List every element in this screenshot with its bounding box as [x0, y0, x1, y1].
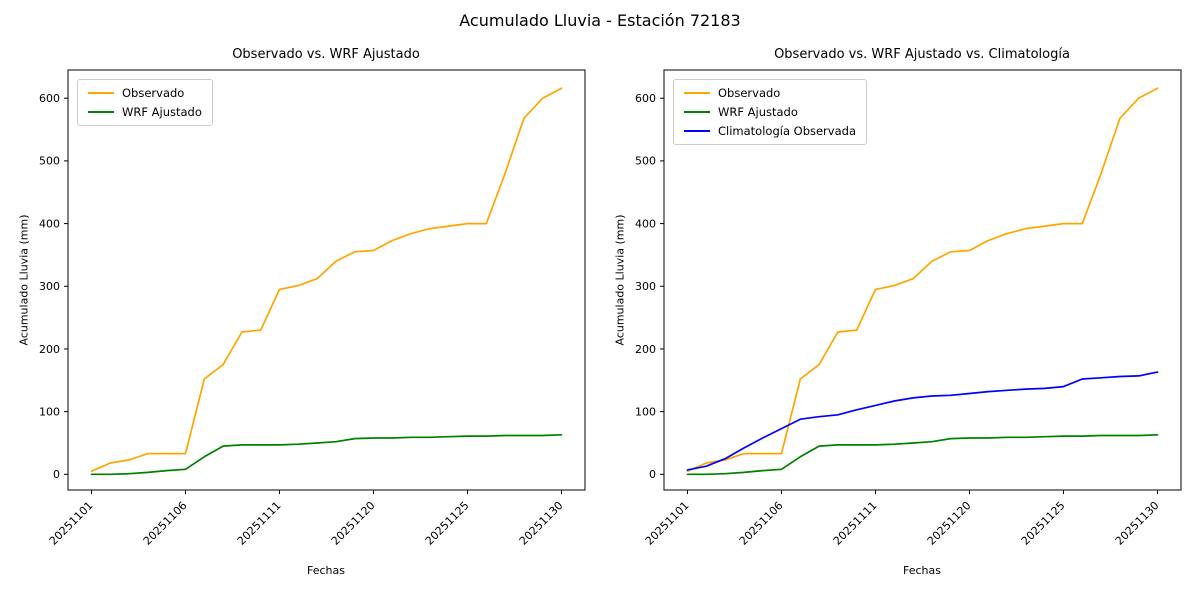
y-tick-label: 0 [649, 468, 656, 481]
series-line-wrf-ajustado [686, 433, 1159, 476]
plot-border [663, 69, 1182, 491]
y-tick-label: 300 [635, 280, 656, 293]
legend-item-wrf-ajustado: WRF Ajustado [684, 105, 856, 119]
x-tick-label: 20251125 [1019, 499, 1068, 548]
series-line-climatolog-a-observada [686, 371, 1159, 471]
y-tick-label: 600 [635, 92, 656, 105]
legend-item-observado: Observado [684, 86, 856, 100]
series-line-wrf-ajustado [90, 433, 563, 476]
series-line-observado [90, 87, 563, 473]
left-x-axis-label: Fechas [307, 564, 345, 577]
y-tick-label: 400 [39, 217, 60, 230]
x-tick-label: 20251111 [235, 499, 284, 548]
x-tick-label: 20251120 [925, 499, 974, 548]
legend-label: WRF Ajustado [718, 105, 798, 119]
y-tick-label: 300 [39, 280, 60, 293]
x-tick-label: 20251111 [831, 499, 880, 548]
legend-line-swatch-wrf-ajustado [684, 111, 710, 113]
y-tick-label: 500 [39, 155, 60, 168]
y-tick-label: 100 [39, 405, 60, 418]
x-tick-label: 20251120 [329, 499, 378, 548]
legend-item-climatolog-a-observada: Climatología Observada [684, 124, 856, 138]
legend-label: Observado [122, 86, 185, 100]
legend-line-swatch-observado [684, 92, 710, 94]
left-legend: Observado WRF Ajustado [77, 79, 213, 126]
x-tick-label: 20251101 [47, 499, 96, 548]
x-tick-label: 20251106 [141, 499, 190, 548]
y-tick-label: 200 [39, 343, 60, 356]
series-line-observado [686, 87, 1159, 473]
left-chart-title: Observado vs. WRF Ajustado [232, 47, 420, 62]
plot-border [67, 69, 586, 491]
legend-label: Climatología Observada [718, 124, 856, 138]
y-tick-label: 400 [635, 217, 656, 230]
x-tick-label: 20251125 [423, 499, 472, 548]
legend-label: Observado [718, 86, 781, 100]
y-tick-label: 200 [635, 343, 656, 356]
figure-title: Acumulado Lluvia - Estación 72183 [459, 11, 741, 30]
legend-item-wrf-ajustado: WRF Ajustado [88, 105, 202, 119]
y-tick-label: 500 [635, 155, 656, 168]
x-tick-label: 20251130 [1113, 499, 1162, 548]
x-tick-label: 20251130 [517, 499, 566, 548]
y-tick-label: 0 [53, 468, 60, 481]
legend-line-swatch-climatolog-a-observada [684, 130, 710, 132]
legend-line-swatch-observado [88, 92, 114, 94]
right-legend: Observado WRF Ajustado Climatología Observ… [673, 79, 867, 145]
x-tick-label: 20251106 [737, 499, 786, 548]
y-tick-label: 100 [635, 405, 656, 418]
legend-label: WRF Ajustado [122, 105, 202, 119]
y-tick-label: 600 [39, 92, 60, 105]
legend-line-swatch-wrf-ajustado [88, 111, 114, 113]
legend-item-observado: Observado [88, 86, 202, 100]
right-chart-title: Observado vs. WRF Ajustado vs. Climatolo… [774, 47, 1070, 62]
right-x-axis-label: Fechas [903, 564, 941, 577]
x-tick-label: 20251101 [643, 499, 692, 548]
